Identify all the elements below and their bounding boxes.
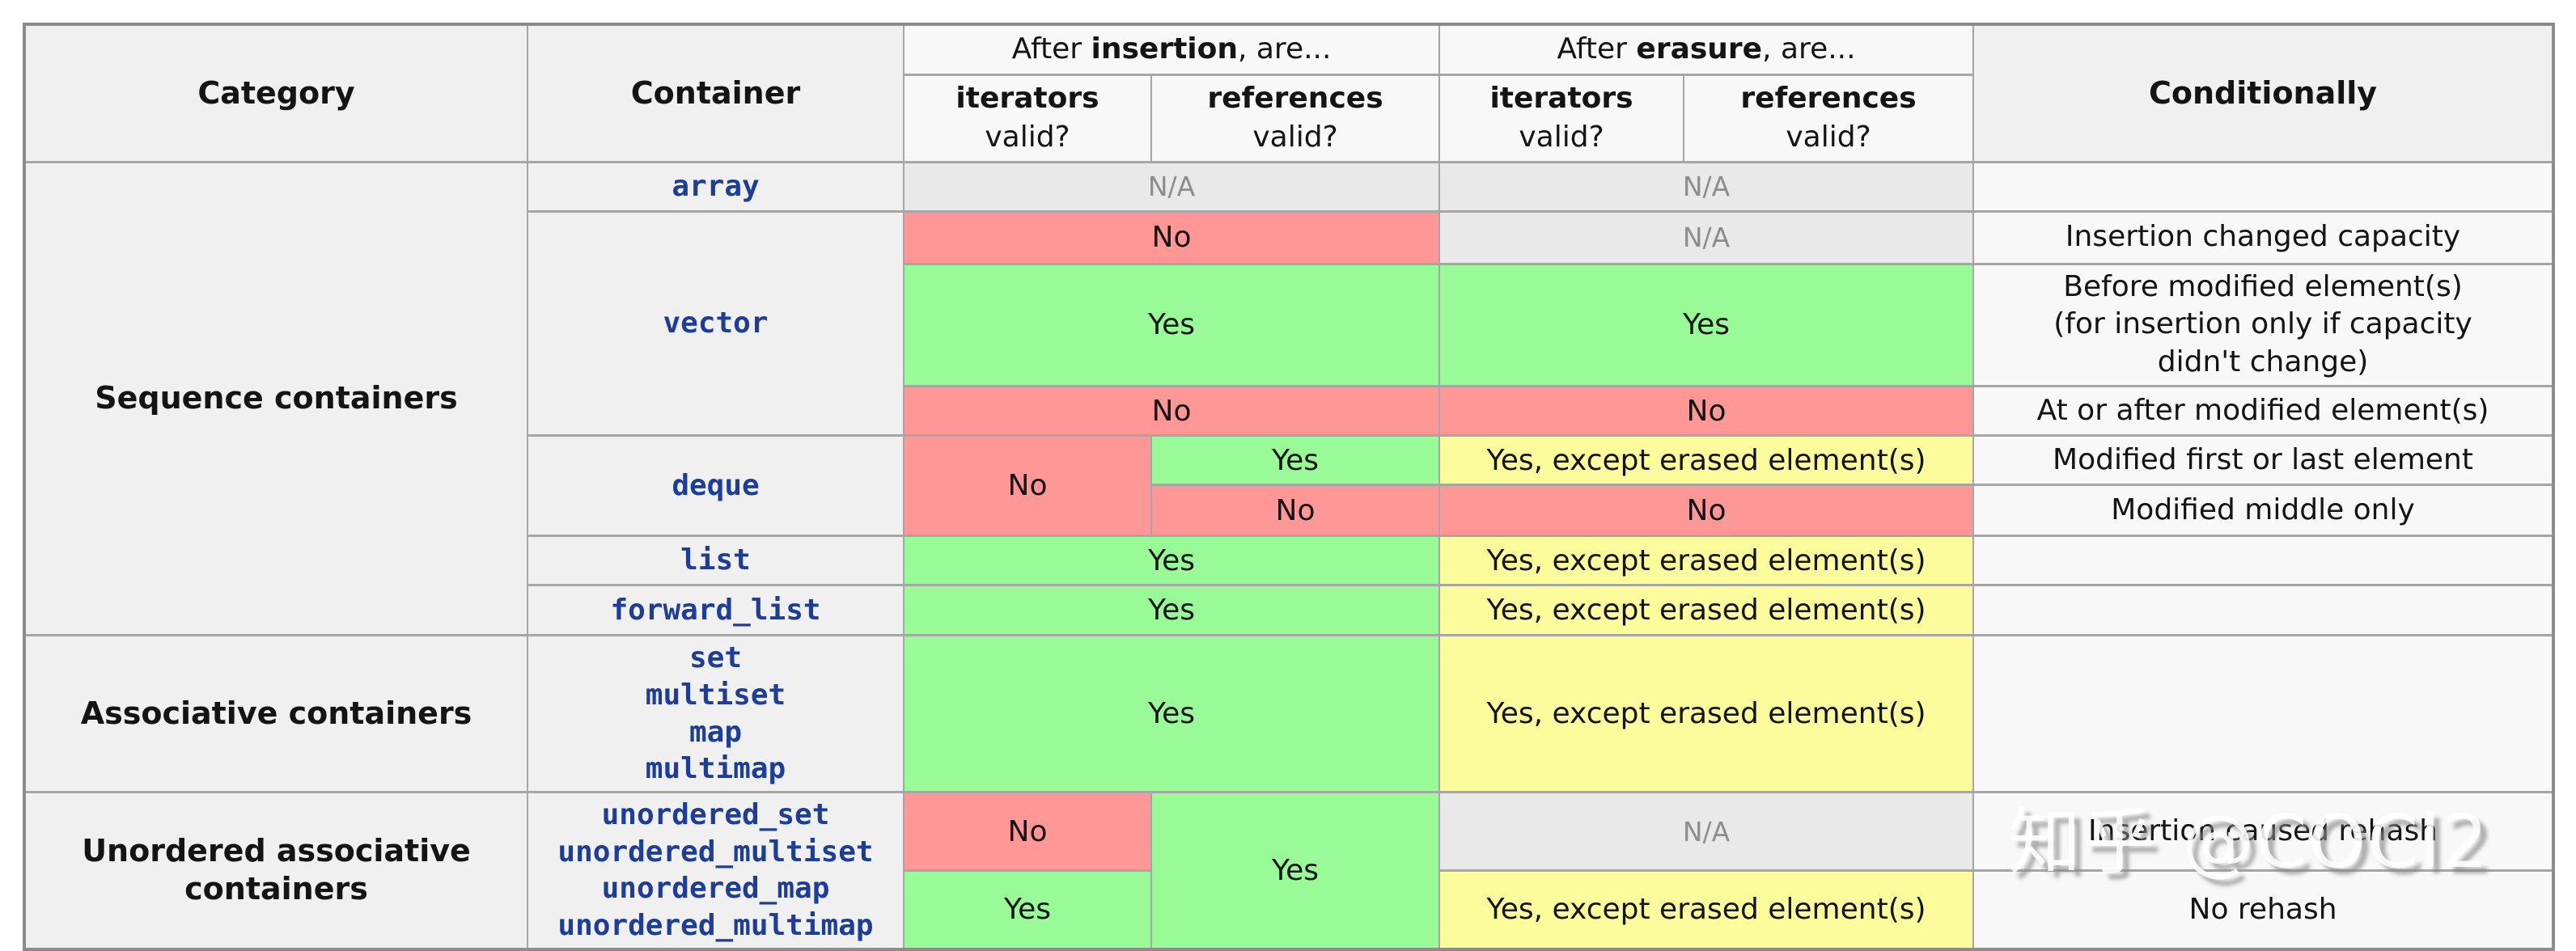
references-label: references [1207,81,1383,115]
unordered-rehash-conditionally-cell: Insertion caused rehash [1972,790,2555,873]
associative-insertion-cell: Yes [902,634,1441,793]
container-cell-forward-list: forward_list [527,584,905,637]
table-row: Yes Yes Before modified element(s) (for … [24,262,2555,388]
header-conditionally: Conditionally [1972,23,2555,163]
link-set-multiset-map-multimap[interactable]: set multiset map multimap [645,641,786,786]
table-row: list Yes Yes, except erased element(s) [24,535,2555,587]
header-insertion-iterators-valid: iterators valid? [903,73,1152,163]
link-vector[interactable]: vector [663,306,769,340]
table-row: Yes Yes, except erased element(s) No reh… [24,869,2555,951]
vector-after-insertion-cell: No [902,385,1441,437]
references-label: references [1740,81,1917,115]
after-insertion-keyword: insertion [1091,32,1238,66]
link-list[interactable]: list [680,543,751,577]
unordered-norehash-erasure-cell: Yes, except erased element(s) [1438,869,1975,951]
container-cell-array: array [527,160,905,213]
vector-capacity-conditionally-cell: Insertion changed capacity [1972,209,2555,265]
list-conditionally-cell [1972,535,2555,587]
vector-after-erasure-cell: No [1438,385,1975,437]
container-cell-associative: set multiset map multimap [527,634,905,793]
iterator-invalidation-table: Category Container After insertion, are.… [23,23,2556,951]
array-insertion-cell: N/A [902,160,1441,213]
header-insertion-references-valid: references valid? [1150,73,1441,163]
table-row: Sequence containers array N/A N/A [23,160,2555,637]
category-unordered-associative-containers: Unordered associative containers [23,790,528,951]
deque-first-last-insertion-references-cell: Yes [1150,434,1441,487]
unordered-insertion-references-cell: Yes [1150,790,1441,951]
header-after-erasure: After erasure, are... [1438,23,1975,76]
forward-list-erasure-cell: Yes, except erased element(s) [1438,584,1975,637]
container-cell-vector: vector [527,209,905,437]
link-forward-list[interactable]: forward_list [610,593,821,627]
table-row: No No At or after modified element(s) [24,385,2555,437]
forward-list-insertion-cell: Yes [902,584,1441,637]
header-category: Category [23,23,528,163]
header-erasure-references-valid: references valid? [1683,73,1975,163]
iterators-label: iterators [955,81,1099,115]
table-row: Associative containers set multiset map … [23,634,2555,793]
category-sequence-containers: Sequence containers [23,160,528,637]
table-row: deque No Yes Yes, except erased element(… [24,434,2555,538]
unordered-norehash-insertion-iterators-cell: Yes [903,869,1152,951]
link-unordered-containers[interactable]: unordered_set unordered_multiset unorder… [557,797,874,943]
header-after-insertion: After insertion, are... [902,23,1441,76]
deque-middle-erasure-cell: No [1438,484,1975,538]
category-associative-containers: Associative containers [23,634,528,793]
vector-capacity-insertion-cell: No [902,209,1441,265]
vector-before-conditionally-cell: Before modified element(s) (for insertio… [1972,262,2555,388]
deque-middle-conditionally-cell: Modified middle only [1972,484,2555,538]
after-erasure-keyword: erasure [1636,32,1763,66]
after-insertion-prefix: After [1011,32,1091,66]
deque-first-last-erasure-cell: Yes, except erased element(s) [1438,434,1975,487]
associative-conditionally-cell [1972,634,2555,793]
container-cell-unordered: unordered_set unordered_multiset unorder… [527,790,905,951]
array-conditionally-cell [1972,160,2555,213]
after-erasure-suffix: , are... [1762,32,1856,66]
link-deque[interactable]: deque [672,468,760,502]
link-array[interactable]: array [672,169,760,203]
table-row: Unordered associative containers unorder… [23,790,2555,951]
associative-erasure-cell: Yes, except erased element(s) [1438,634,1975,793]
header-erasure-iterators-valid: iterators valid? [1438,73,1685,163]
unordered-norehash-conditionally-cell: No rehash [1972,869,2555,951]
list-erasure-cell: Yes, except erased element(s) [1438,535,1975,587]
after-erasure-prefix: After [1557,32,1637,66]
table-row: forward_list Yes Yes, except erased elem… [24,584,2555,637]
container-cell-deque: deque [527,434,905,538]
deque-first-last-conditionally-cell: Modified first or last element [1972,434,2555,487]
vector-before-insertion-cell: Yes [902,262,1441,388]
unordered-rehash-insertion-iterators-cell: No [903,790,1152,873]
deque-middle-insertion-references-cell: No [1150,484,1441,538]
table-row: vector No N/A Insertion changed capacity [24,209,2555,437]
valid-label: valid? [985,120,1070,154]
list-insertion-cell: Yes [902,535,1441,587]
valid-label: valid? [1786,120,1871,154]
vector-capacity-erasure-cell: N/A [1438,209,1975,265]
deque-insertion-iterators-cell: No [903,434,1152,538]
vector-after-conditionally-cell: At or after modified element(s) [1972,385,2555,437]
unordered-rehash-erasure-cell: N/A [1438,790,1975,873]
valid-label: valid? [1519,120,1604,154]
array-erasure-cell: N/A [1438,160,1975,213]
iterators-label: iterators [1489,81,1633,115]
vector-before-erasure-cell: Yes [1438,262,1975,388]
forward-list-conditionally-cell [1972,584,2555,637]
container-cell-list: list [527,535,905,587]
header-container: Container [527,23,905,163]
after-insertion-suffix: , are... [1237,32,1332,66]
valid-label: valid? [1252,120,1338,154]
table-row: No No Modified middle only [24,484,2555,538]
